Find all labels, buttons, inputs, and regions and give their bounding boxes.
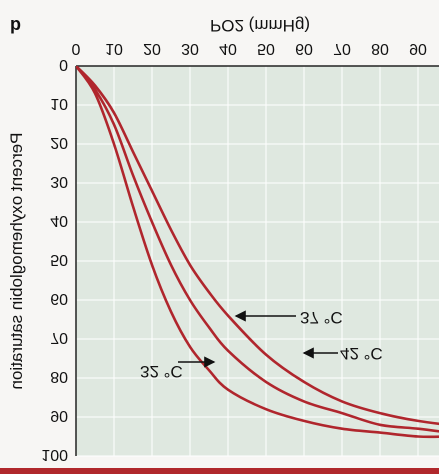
x-tick-label: 40 bbox=[219, 40, 237, 57]
panel-label: b bbox=[10, 16, 21, 36]
y-tick-label: 90 bbox=[50, 407, 68, 424]
curve-label-2: 37 °C bbox=[300, 308, 343, 327]
x-tick-label: 50 bbox=[257, 40, 275, 57]
x-tick-label: 30 bbox=[181, 40, 199, 57]
x-tick-label: 80 bbox=[371, 40, 389, 57]
x-axis-title: PO2 (mmHg) bbox=[210, 16, 310, 35]
curve-label-3: 42 °C bbox=[340, 344, 383, 363]
curve-series-1 bbox=[76, 66, 439, 439]
curve-series-3 bbox=[76, 66, 439, 427]
curve-series-2 bbox=[76, 66, 439, 434]
x-tick-label: 10 bbox=[105, 40, 123, 57]
x-tick-label: 90 bbox=[409, 40, 427, 57]
y-axis-title: Percent oxyhemoglobin saturation bbox=[7, 132, 26, 389]
y-tick-label: 50 bbox=[50, 251, 68, 268]
y-tick-label: 70 bbox=[50, 329, 68, 346]
y-tick-label: 20 bbox=[50, 134, 68, 151]
y-tick-label: 10 bbox=[50, 95, 68, 112]
y-tick-label: 30 bbox=[50, 173, 68, 190]
x-tick-label: 20 bbox=[143, 40, 161, 57]
annotation-arrows bbox=[178, 310, 338, 368]
y-tick-label: 80 bbox=[50, 368, 68, 385]
curve-label-1: 32 °C bbox=[140, 362, 183, 381]
y-tick-label: 40 bbox=[50, 212, 68, 229]
curves bbox=[76, 66, 439, 439]
curve-labels: 32 °C 37 °C 42 °C bbox=[140, 308, 383, 381]
y-tick-label: 100 bbox=[41, 446, 68, 463]
x-tick-label: 0 bbox=[72, 40, 81, 57]
y-tick-label: 60 bbox=[50, 290, 68, 307]
y-tick-label: 0 bbox=[59, 56, 68, 73]
x-tick-label: 60 bbox=[295, 40, 313, 57]
x-tick-label: 70 bbox=[333, 40, 351, 57]
y-tick-labels: 0 10 20 30 40 50 60 70 80 90 100 bbox=[41, 56, 68, 463]
